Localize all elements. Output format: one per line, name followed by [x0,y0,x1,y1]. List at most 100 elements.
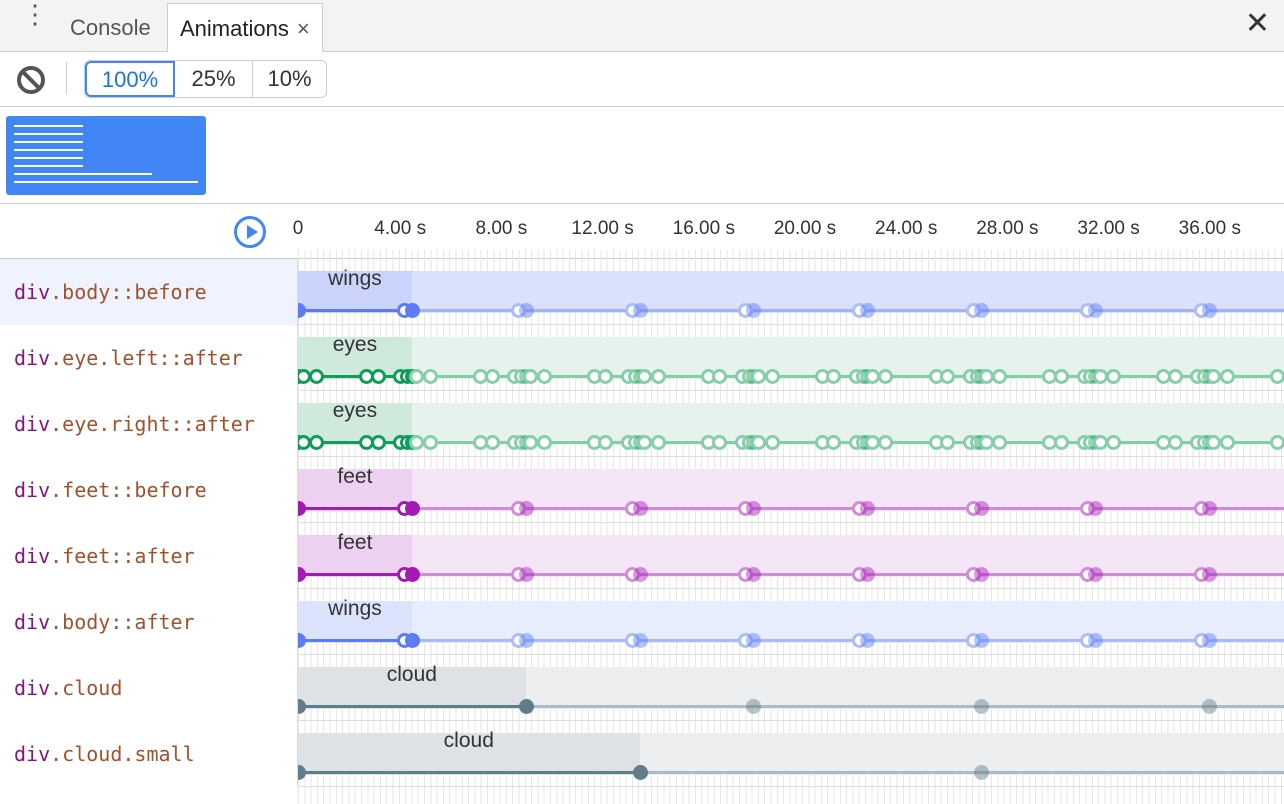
time-tick: 4.00 s [374,218,427,239]
node-label[interactable]: div.body::after [0,589,298,655]
node-label[interactable]: div.body::before [0,259,298,325]
keyframe-marker[interactable] [298,369,311,384]
node-label[interactable]: div.cloud [0,655,298,721]
keyframe-marker [523,369,539,384]
node-label[interactable]: div.feet::before [0,457,298,523]
node-tag: div [14,544,51,568]
close-tab-icon[interactable]: × [296,16,310,41]
keyframe-marker [750,435,766,450]
animation-bar[interactable] [298,601,412,643]
animation-row[interactable]: div.eye.left::after eyes [0,325,1284,391]
keyframe-endpoint-handle[interactable] [404,501,420,516]
keyframe-marker [1193,567,1209,582]
animation-row[interactable]: div.cloud cloud [0,655,1284,721]
iteration-area [411,337,1284,379]
node-label[interactable]: div.cloud.small [0,721,298,787]
iteration-area [411,469,1284,511]
node-tag: div [14,280,51,304]
keyframe-marker[interactable] [309,435,325,450]
keyframe-endpoint-handle[interactable] [632,765,648,780]
keyframe-endpoint-handle[interactable] [298,699,306,714]
keyframe-endpoint-handle [1087,303,1103,318]
animation-row[interactable]: div.feet::after feet [0,523,1284,589]
keyframe-marker [650,435,666,450]
animation-group-previews [0,107,1284,204]
keyframe-endpoint-handle[interactable] [298,303,306,318]
animation-bar[interactable] [298,271,412,313]
replay-icon[interactable] [234,216,266,248]
animation-row[interactable]: div.body::before wings [0,259,1284,325]
time-tick: 0 [292,218,304,239]
node-label[interactable]: div.feet::after [0,523,298,589]
animation-row[interactable]: div.eye.right::after eyes [0,391,1284,457]
keyframe-marker [1079,633,1095,648]
keyframe-endpoint-handle[interactable] [298,765,306,780]
iteration-line [639,771,1284,774]
keyframe-endpoint-handle[interactable] [298,567,306,582]
animation-line [298,771,640,774]
animation-bar[interactable] [298,469,412,511]
keyframe-endpoint-handle[interactable] [298,633,306,648]
animation-name: eyes [332,399,378,422]
keyframe-endpoint-handle [632,303,648,318]
speed-10-button[interactable]: 10% [267,66,312,91]
keyframe-endpoint-handle [746,567,762,582]
keyframe-endpoint-handle [746,699,762,714]
keyframe-endpoint-handle[interactable] [404,633,420,648]
keyframe-marker [1053,369,1069,384]
animation-bar[interactable] [298,667,526,709]
animation-name: eyes [332,333,378,356]
keyframe-marker [1053,435,1069,450]
iteration-area [639,733,1284,775]
speed-25-button[interactable]: 25% [175,61,253,97]
keyframe-endpoint-handle [746,501,762,516]
keyframe-endpoint-handle[interactable] [404,303,420,318]
animation-track: cloud [298,655,1284,721]
keyframe-endpoint-handle [860,501,876,516]
time-tick: 12.00 s [571,218,634,239]
keyframe-marker [712,369,728,384]
speed-100-button[interactable]: 100% [85,61,175,97]
keyframe-marker [650,369,666,384]
keyframe-marker [878,435,894,450]
keyframe-endpoint-handle [518,567,534,582]
node-tag: div [14,478,51,502]
keyframe-endpoint-handle [1087,501,1103,516]
keyframe-endpoint-handle [632,633,648,648]
keyframe-endpoint-handle[interactable] [298,501,306,516]
keyframe-marker[interactable] [298,435,311,450]
keyframe-endpoint-handle [632,501,648,516]
keyframe-marker [878,369,894,384]
node-tag: div [14,742,51,766]
animation-line [298,375,412,378]
animation-row[interactable]: div.body::after wings [0,589,1284,655]
keyframe-marker [992,369,1008,384]
animation-group-preview[interactable] [6,116,206,195]
animation-row[interactable]: div.cloud.small cloud [0,721,1284,787]
node-label[interactable]: div.eye.right::after [0,391,298,457]
keyframe-marker [738,303,754,318]
keyframe-marker [624,501,640,516]
close-drawer-icon[interactable]: ✕ [1244,7,1270,40]
keyframe-marker [536,369,552,384]
iteration-line [411,639,1284,642]
keyframe-marker [852,567,868,582]
animation-row[interactable]: div.feet::before feet [0,457,1284,523]
keyframe-endpoint-handle[interactable] [404,567,420,582]
animation-bar[interactable] [298,733,640,775]
more-options-icon[interactable]: ⋮ [22,0,48,29]
keyframe-marker[interactable] [370,369,386,384]
iteration-line [411,309,1284,312]
tab-console[interactable]: Console [58,3,163,52]
keyframe-marker[interactable] [370,435,386,450]
keyframe-endpoint-handle[interactable] [518,699,534,714]
keyframe-endpoint-handle [860,567,876,582]
keyframe-marker[interactable] [309,369,325,384]
keyframe-marker [409,369,425,384]
node-label[interactable]: div.eye.left::after [0,325,298,391]
iteration-line [411,573,1284,576]
animation-bar[interactable] [298,535,412,577]
tab-animations[interactable]: Animations × [167,3,323,52]
keyframe-endpoint-handle [1087,567,1103,582]
clear-all-icon[interactable] [17,66,45,94]
